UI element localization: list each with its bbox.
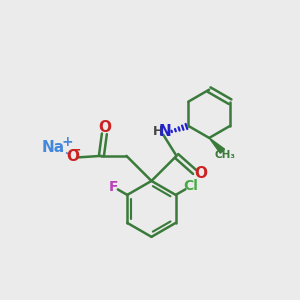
Text: N: N [159, 124, 172, 139]
Text: O: O [67, 149, 80, 164]
Text: F: F [109, 180, 118, 194]
Text: O: O [98, 120, 111, 135]
Text: Na: Na [42, 140, 65, 154]
Polygon shape [209, 138, 224, 153]
Text: O: O [194, 166, 207, 181]
Text: CH₃: CH₃ [214, 150, 235, 160]
Text: +: + [61, 135, 73, 149]
Text: −: − [71, 143, 82, 156]
Text: H: H [153, 125, 163, 138]
Text: Cl: Cl [184, 179, 198, 193]
